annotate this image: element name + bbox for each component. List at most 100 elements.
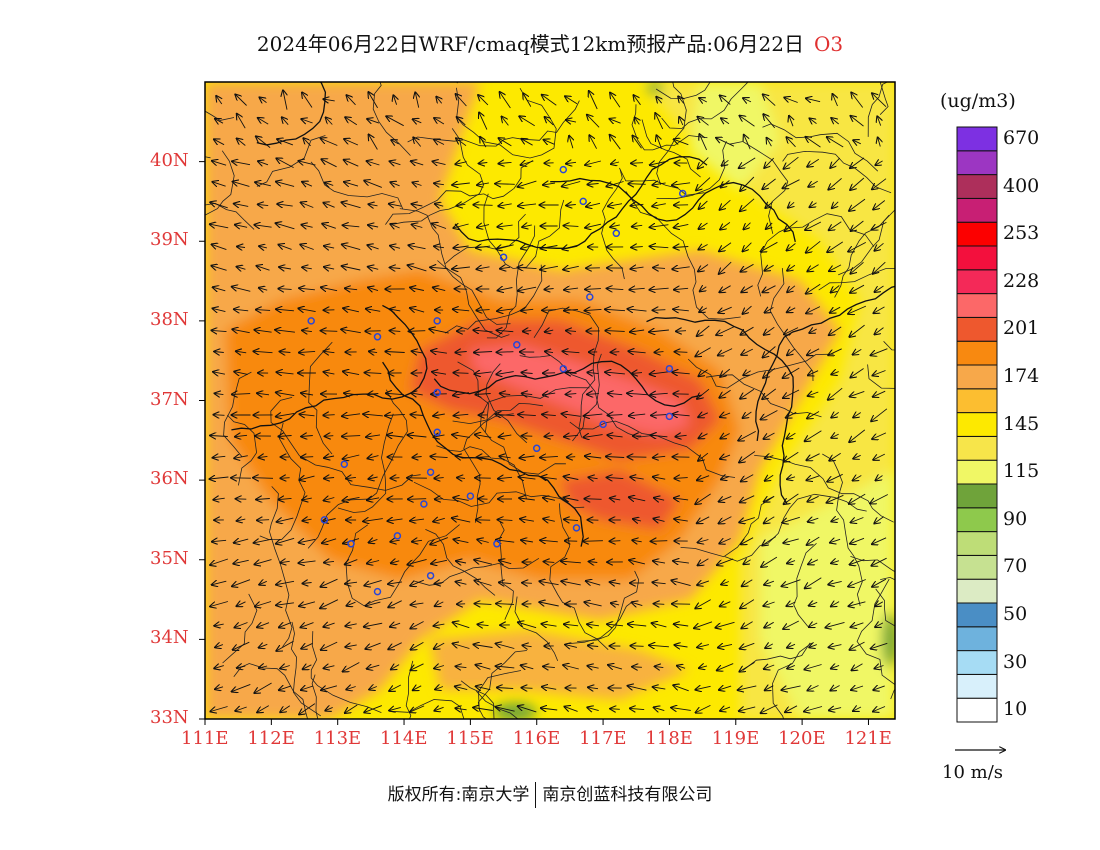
wind-arrow [564, 309, 579, 310]
wind-arrow [212, 244, 227, 251]
wind-arrow [827, 494, 844, 502]
wind-arrow [565, 373, 577, 374]
wind-arrow [607, 477, 624, 478]
wind-arrow [610, 225, 620, 227]
lon-tick-label: 114E [380, 728, 428, 749]
wind-arrow [765, 686, 774, 691]
wind-arrow [412, 540, 423, 541]
wind-arrow [408, 265, 427, 272]
wind-arrow [719, 242, 732, 252]
wind-arrow [368, 394, 379, 395]
county-border [476, 690, 519, 719]
city-station-marker [559, 165, 568, 174]
wind-arrow [587, 115, 600, 128]
wind-arrow [522, 393, 533, 394]
wind-arrow [828, 348, 842, 355]
wind-arrow [343, 225, 360, 227]
wind-arrow [542, 414, 556, 415]
wind-arrow [789, 116, 793, 127]
wind-arrow [390, 268, 401, 269]
wind-arrow [301, 393, 314, 395]
wind-arrow [740, 116, 755, 127]
wind-arrow [609, 119, 621, 123]
wind-arrow [671, 708, 691, 711]
wind-arrow [499, 456, 511, 458]
wind-arrow [456, 94, 467, 107]
wind-arrow [434, 246, 444, 247]
wind-arrow [607, 624, 624, 626]
colorbar-bin [956, 626, 998, 652]
wind-arrow [522, 583, 532, 584]
county-border [413, 481, 585, 509]
wind-arrow [674, 139, 689, 146]
wind-arrow [850, 157, 865, 168]
wind-arrow [522, 688, 533, 689]
wind-arrow [234, 372, 248, 375]
wind-arrow [875, 161, 883, 165]
wind-arrow [765, 307, 774, 312]
wind-arrow [495, 707, 515, 712]
wind-arrow [830, 539, 841, 542]
wind-arrow [321, 139, 338, 146]
wind-arrow [521, 540, 533, 542]
wind-arrow [806, 98, 821, 101]
wind-arrow [806, 240, 821, 252]
wind-arrow [585, 161, 602, 165]
wind-arrow [764, 432, 775, 439]
colorbar-bin [956, 697, 998, 723]
wind-arrow [809, 645, 817, 648]
wind-arrow [764, 496, 775, 501]
wind-arrow [276, 640, 294, 651]
wind-arrow [629, 288, 645, 289]
wind-arrow [363, 414, 383, 416]
wind-arrow [853, 349, 862, 354]
colorbar-label: 30 [1003, 650, 1028, 673]
wind-arrow [809, 602, 818, 605]
wind-arrow [495, 184, 515, 185]
wind-arrow [850, 641, 865, 650]
wind-arrow [633, 519, 642, 521]
wind-arrow [719, 495, 732, 501]
wind-arrow [784, 98, 798, 103]
county-border [385, 160, 534, 225]
county-border [724, 493, 867, 562]
wind-arrow [566, 205, 576, 206]
wind-arrow [653, 477, 666, 479]
wind-arrow [322, 519, 336, 522]
wind-arrow [783, 179, 800, 189]
city-station-marker [433, 388, 441, 397]
wind-arrow [299, 602, 316, 606]
wind-arrow [410, 519, 425, 521]
wind-arrow [765, 202, 773, 208]
wind-arrow [497, 309, 513, 311]
wind-arrow [452, 518, 471, 522]
wind-arrow [210, 706, 228, 712]
wind-arrow [807, 495, 819, 501]
wind-arrow [499, 138, 512, 147]
wind-arrow [521, 665, 534, 669]
wind-arrow [827, 473, 843, 481]
wind-arrow [875, 242, 884, 250]
wind-arrow [233, 182, 250, 187]
wind-arrow [677, 666, 686, 669]
wind-arrow [695, 599, 711, 609]
wind-arrow [653, 268, 666, 269]
colorbar-bin [956, 602, 998, 628]
wind-arrow [367, 498, 380, 500]
wind-arrow [215, 393, 224, 394]
wind-arrow [761, 556, 778, 567]
wind-arrow [743, 411, 752, 418]
wind-arrow [655, 666, 664, 667]
wind-reference-label: 10 m/s [942, 762, 1003, 783]
colorbar-label: 90 [1003, 507, 1028, 530]
wind-arrow [280, 705, 291, 712]
wind-arrow [831, 372, 839, 375]
wind-arrow [656, 97, 661, 103]
county-border [460, 680, 495, 719]
wind-arrow [212, 161, 227, 165]
city-stations [307, 165, 687, 596]
wind-arrow [519, 477, 536, 479]
wind-arrow [767, 138, 772, 147]
wind-arrow [542, 95, 557, 106]
wind-arrow [324, 478, 335, 479]
